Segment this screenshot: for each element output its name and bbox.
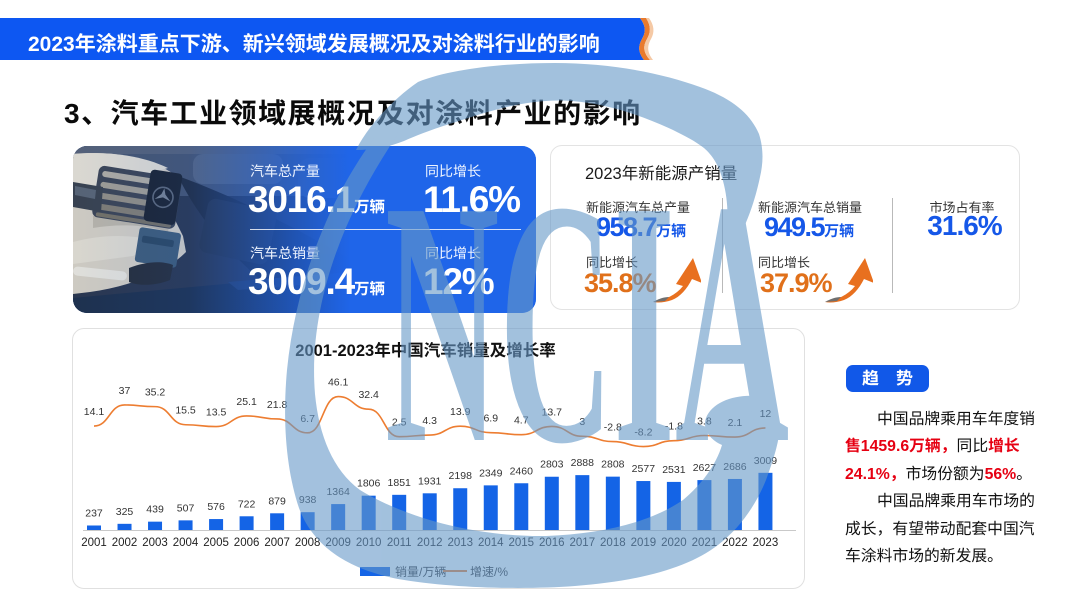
svg-text:2531: 2531: [662, 464, 686, 476]
svg-text:2023: 2023: [753, 537, 779, 549]
svg-text:325: 325: [116, 506, 134, 518]
svg-text:3009: 3009: [754, 455, 778, 467]
svg-text:2010: 2010: [356, 537, 382, 549]
svg-text:2013: 2013: [447, 537, 473, 549]
svg-text:37: 37: [119, 385, 131, 397]
svg-text:32.4: 32.4: [358, 389, 379, 401]
svg-text:722: 722: [238, 498, 256, 510]
svg-text:46.1: 46.1: [328, 377, 349, 389]
svg-text:2003: 2003: [142, 537, 168, 549]
svg-text:2808: 2808: [601, 459, 625, 471]
svg-text:销量/万辆: 销量/万辆: [395, 565, 446, 579]
svg-text:2009: 2009: [325, 537, 351, 549]
svg-text:15.5: 15.5: [175, 405, 196, 417]
svg-text:2686: 2686: [723, 461, 747, 473]
svg-text:439: 439: [146, 504, 164, 516]
svg-text:2014: 2014: [478, 537, 504, 549]
svg-text:2011: 2011: [387, 537, 412, 549]
svg-text:2019: 2019: [631, 537, 657, 549]
svg-text:增速/%: 增速/%: [470, 565, 508, 579]
svg-text:2460: 2460: [510, 465, 534, 477]
svg-text:2803: 2803: [540, 459, 564, 471]
svg-text:2018: 2018: [600, 537, 626, 549]
svg-text:6.7: 6.7: [300, 413, 315, 425]
svg-text:35.2: 35.2: [145, 387, 166, 399]
svg-text:2002: 2002: [112, 537, 138, 549]
svg-text:2.1: 2.1: [728, 417, 743, 429]
svg-text:2627: 2627: [693, 462, 717, 474]
svg-text:3: 3: [579, 416, 585, 428]
svg-text:2012: 2012: [417, 537, 443, 549]
svg-text:13.5: 13.5: [206, 407, 227, 419]
svg-text:2015: 2015: [508, 537, 534, 549]
svg-text:2005: 2005: [203, 537, 229, 549]
svg-text:2.5: 2.5: [392, 417, 407, 429]
svg-text:1364: 1364: [326, 486, 350, 498]
svg-text:2888: 2888: [571, 457, 595, 469]
svg-text:-2.8: -2.8: [604, 422, 622, 434]
svg-text:2008: 2008: [295, 537, 321, 549]
svg-text:13.7: 13.7: [542, 406, 563, 418]
svg-text:2006: 2006: [234, 537, 260, 549]
svg-text:12: 12: [760, 408, 772, 420]
svg-text:2022: 2022: [722, 537, 748, 549]
svg-text:14.1: 14.1: [84, 406, 105, 418]
svg-text:2020: 2020: [661, 537, 687, 549]
svg-text:879: 879: [268, 495, 286, 507]
svg-text:2577: 2577: [632, 463, 656, 475]
svg-text:25.1: 25.1: [236, 396, 257, 408]
svg-text:576: 576: [207, 501, 225, 513]
svg-text:13.9: 13.9: [450, 406, 471, 418]
svg-text:2198: 2198: [449, 470, 473, 482]
svg-text:2017: 2017: [570, 537, 596, 549]
svg-text:2021: 2021: [692, 537, 718, 549]
svg-text:1931: 1931: [418, 475, 442, 487]
svg-text:2349: 2349: [479, 467, 503, 479]
svg-text:1806: 1806: [357, 478, 381, 490]
svg-text:6.9: 6.9: [483, 413, 498, 425]
svg-text:237: 237: [85, 507, 103, 519]
svg-text:-8.2: -8.2: [634, 427, 652, 439]
svg-text:21.8: 21.8: [267, 399, 288, 411]
svg-text:2007: 2007: [264, 537, 290, 549]
svg-text:1851: 1851: [388, 477, 412, 489]
svg-text:4.3: 4.3: [422, 415, 437, 427]
svg-text:2001: 2001: [81, 537, 107, 549]
svg-text:2004: 2004: [173, 537, 199, 549]
svg-text:4.7: 4.7: [514, 415, 529, 427]
svg-text:938: 938: [299, 494, 317, 506]
svg-text:-1.8: -1.8: [665, 421, 683, 433]
svg-text:2016: 2016: [539, 537, 565, 549]
svg-text:3.8: 3.8: [697, 416, 712, 428]
svg-text:507: 507: [177, 502, 195, 514]
